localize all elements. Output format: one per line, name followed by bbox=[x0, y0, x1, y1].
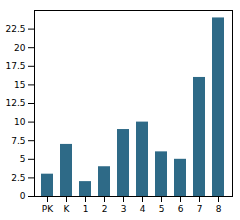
svg-text:20: 20 bbox=[14, 43, 26, 53]
svg-text:17.5: 17.5 bbox=[5, 61, 25, 71]
svg-text:PK: PK bbox=[42, 204, 54, 214]
svg-text:2: 2 bbox=[102, 204, 108, 214]
svg-text:3: 3 bbox=[121, 204, 127, 214]
svg-text:6: 6 bbox=[178, 204, 184, 214]
svg-text:10: 10 bbox=[14, 117, 26, 127]
svg-text:15: 15 bbox=[14, 80, 25, 90]
svg-text:22.5: 22.5 bbox=[5, 24, 25, 34]
svg-text:0: 0 bbox=[20, 191, 26, 201]
svg-text:5: 5 bbox=[20, 154, 26, 164]
svg-text:2.5: 2.5 bbox=[11, 173, 25, 183]
svg-text:8: 8 bbox=[216, 204, 222, 214]
svg-text:12.5: 12.5 bbox=[5, 98, 25, 108]
svg-text:7: 7 bbox=[197, 204, 203, 214]
svg-text:5: 5 bbox=[159, 204, 165, 214]
svg-text:K: K bbox=[64, 204, 71, 214]
svg-text:4: 4 bbox=[140, 204, 146, 214]
svg-text:1: 1 bbox=[83, 204, 89, 214]
svg-text:7.5: 7.5 bbox=[11, 136, 25, 146]
